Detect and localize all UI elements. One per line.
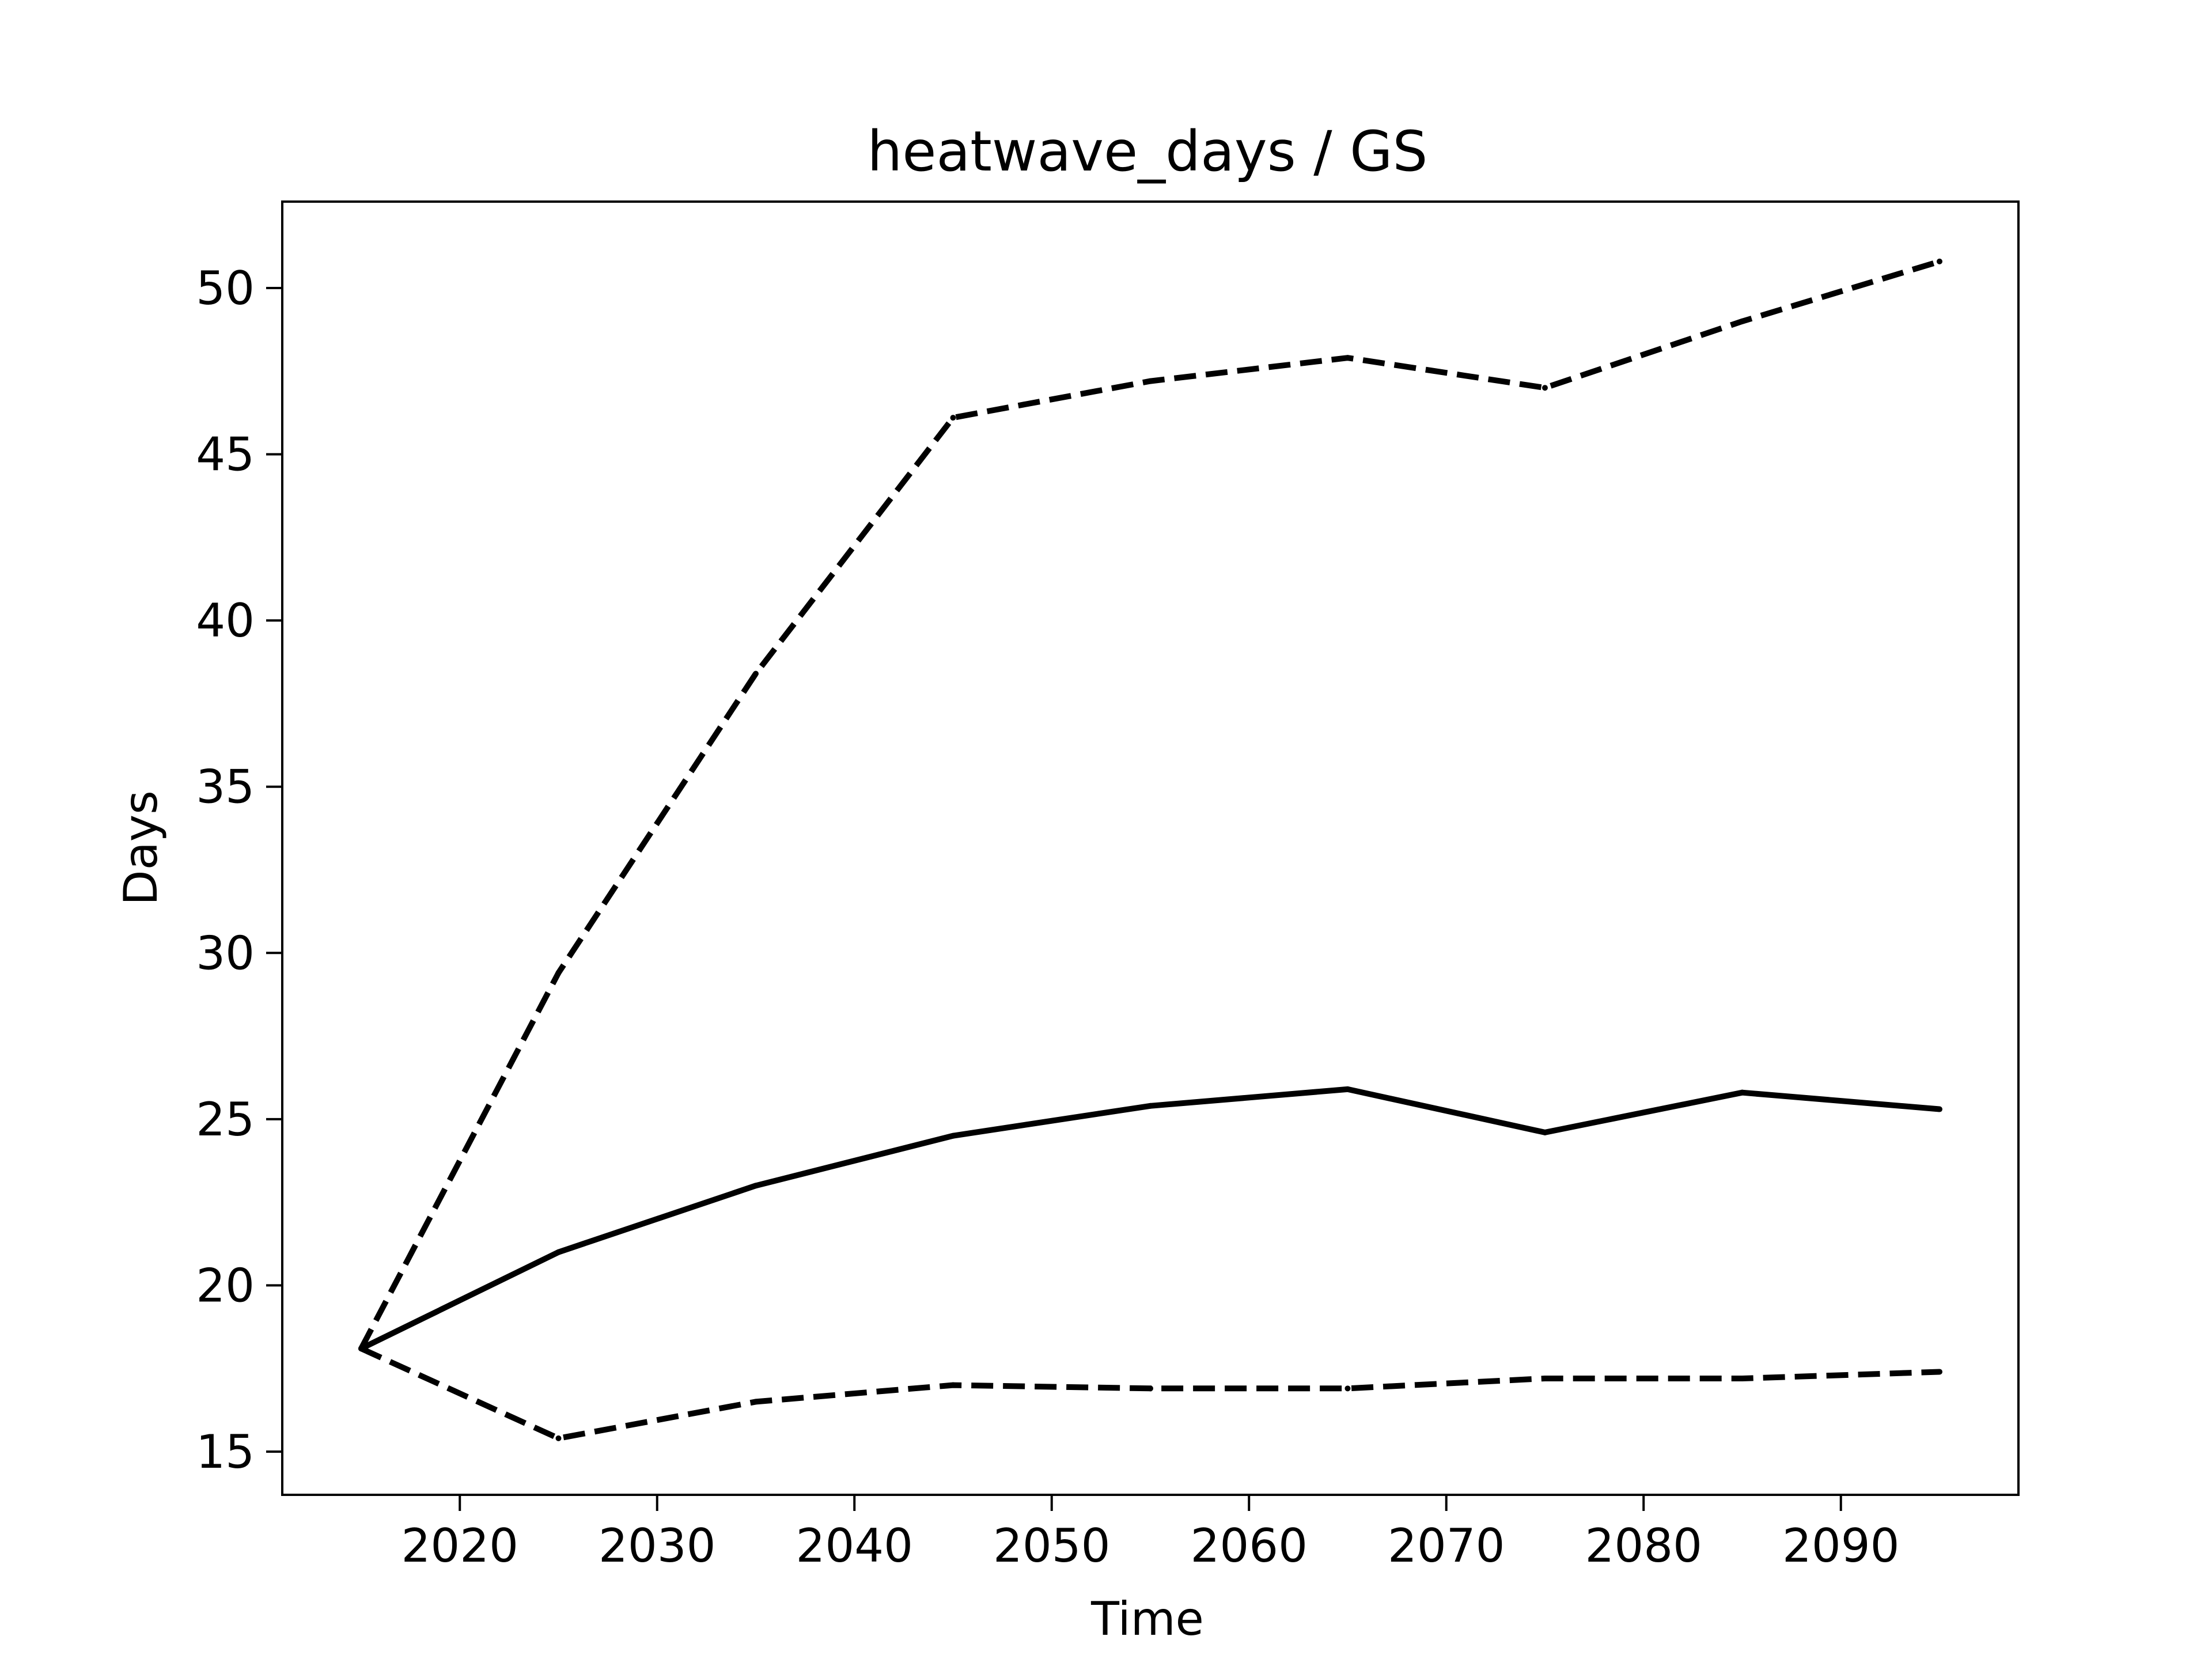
plot-frame — [281, 200, 2020, 1496]
data-point — [358, 1346, 364, 1352]
x-axis-label: Time — [1090, 1592, 1204, 1646]
data-point — [1147, 1103, 1153, 1109]
data-point — [555, 1435, 562, 1441]
data-point — [753, 1183, 759, 1189]
y-tick-label: 40 — [196, 594, 255, 647]
y-tick-label: 20 — [196, 1259, 255, 1312]
x-tick-label: 2080 — [1585, 1519, 1702, 1573]
data-point — [950, 1132, 956, 1139]
y-tick-label: 45 — [196, 428, 255, 482]
x-tick-label: 2060 — [1190, 1519, 1308, 1573]
ticks-layer: 2020 2030 2040 2050 2060 2070 2080 2090 15 20 25 30… — [196, 262, 1899, 1573]
x-tick-label: 2040 — [796, 1519, 913, 1573]
x-tick-label: 2070 — [1388, 1519, 1505, 1573]
data-point — [1542, 385, 1548, 391]
data-point — [950, 1382, 956, 1388]
data-point — [753, 1399, 759, 1405]
data-point — [555, 969, 562, 976]
data-point — [1937, 258, 1942, 264]
data-point — [1542, 1376, 1548, 1382]
x-tick-label: 2050 — [993, 1519, 1111, 1573]
chart-title: heatwave_days / GS — [868, 119, 1428, 184]
y-tick-label: 30 — [196, 926, 255, 980]
data-point — [950, 415, 956, 421]
data-point — [1344, 355, 1351, 361]
series-line-dashed-upper — [358, 259, 1941, 1350]
x-tick-label: 2090 — [1782, 1519, 1900, 1573]
y-tick-label: 25 — [196, 1093, 255, 1146]
data-point — [1739, 1376, 1745, 1382]
y-tick-label: 15 — [196, 1425, 255, 1479]
series-layer — [358, 258, 1942, 1441]
data-point — [1739, 1089, 1745, 1096]
data-point — [1739, 318, 1745, 324]
x-tick-label: 2020 — [401, 1519, 518, 1573]
data-point — [1344, 1086, 1351, 1092]
y-tick-label: 35 — [196, 760, 255, 814]
y-tick-label: 50 — [196, 262, 255, 315]
data-point — [1937, 1106, 1942, 1112]
series-line-dashed-lower — [359, 1346, 1940, 1441]
data-point — [1147, 1385, 1153, 1392]
data-point — [1147, 378, 1153, 384]
data-point — [1344, 1385, 1351, 1392]
data-point — [1542, 1129, 1548, 1135]
series-line-solid — [359, 1086, 1940, 1351]
data-point — [1937, 1369, 1942, 1375]
y-axis-label: Days — [114, 790, 168, 906]
x-tick-label: 2030 — [599, 1519, 716, 1573]
data-point — [753, 671, 759, 677]
data-point — [555, 1249, 562, 1255]
